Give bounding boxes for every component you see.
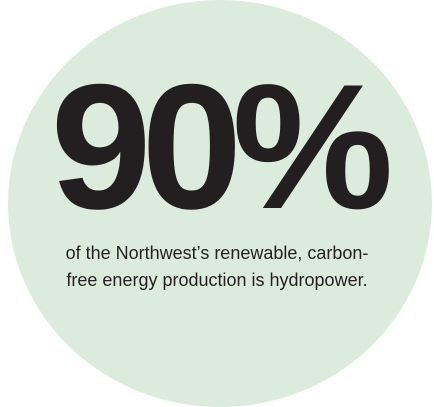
stat-value: 90%	[50, 47, 394, 246]
stat-caption-line-2: free energy production is hydropower.	[66, 270, 368, 290]
stat-caption: of the Northwest’s renewable, carbon- fr…	[0, 240, 434, 294]
stat-caption-line-1: of the Northwest’s renewable, carbon-	[65, 243, 369, 263]
background-circle	[8, 0, 432, 407]
